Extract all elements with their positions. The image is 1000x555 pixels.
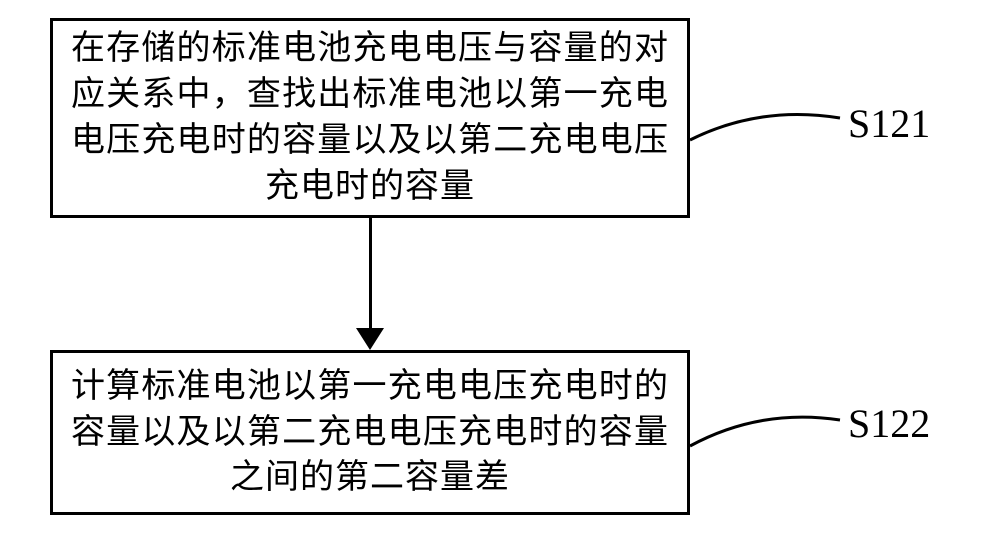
- leader-line-s122: [0, 0, 1000, 555]
